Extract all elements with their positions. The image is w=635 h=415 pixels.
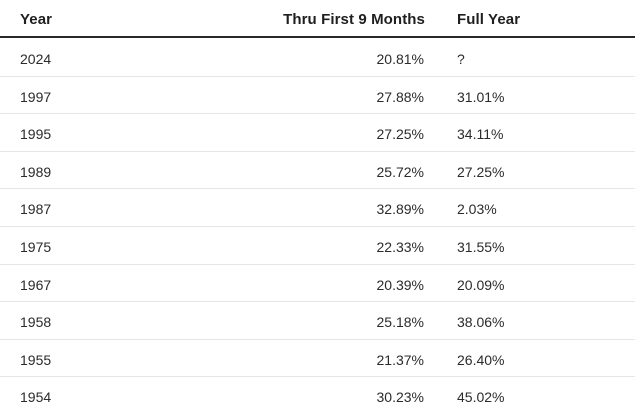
cell-year: 2024 bbox=[20, 51, 52, 67]
cell-full-year: 34.11% bbox=[457, 126, 504, 143]
cell-nine-months: 30.23% bbox=[376, 389, 424, 406]
table-row: 1954 30.23% 45.02% bbox=[0, 377, 635, 415]
cell-nine-months: 25.72% bbox=[376, 163, 424, 180]
cell-nine-months: 20.39% bbox=[376, 276, 424, 293]
cell-year: 1954 bbox=[20, 389, 52, 406]
cell-nine-months: 27.25% bbox=[376, 126, 424, 143]
cell-year: 1967 bbox=[20, 276, 52, 293]
cell-full-year: 2.03% bbox=[457, 201, 497, 218]
cell-full-year: 45.02% bbox=[457, 389, 505, 406]
table-row: 1975 22.33% 31.55% bbox=[0, 227, 635, 265]
table-row: 1997 27.88% 31.01% bbox=[0, 77, 635, 115]
table-row: 1958 25.18% 38.06% bbox=[0, 302, 635, 340]
header-full-year: Full Year bbox=[457, 11, 521, 28]
cell-year: 1989 bbox=[20, 163, 52, 180]
cell-full-year: 20.09% bbox=[457, 276, 505, 293]
table-body: 2024 20.81% ? 1997 27.88% 31.01% 1995 27… bbox=[0, 38, 635, 415]
table-row: 2024 20.81% ? bbox=[0, 39, 635, 77]
table-row: 1967 20.39% 20.09% bbox=[0, 265, 635, 303]
cell-full-year: 38.06% bbox=[457, 314, 505, 331]
table-row: 1995 27.25% 34.11% bbox=[0, 114, 635, 152]
cell-nine-months: 20.81% bbox=[376, 51, 424, 67]
table-row: 1987 32.89% 2.03% bbox=[0, 189, 635, 227]
cell-nine-months: 22.33% bbox=[376, 238, 424, 255]
cell-nine-months: 25.18% bbox=[376, 314, 424, 331]
cell-nine-months: 32.89% bbox=[376, 201, 424, 218]
cell-full-year: 31.55% bbox=[457, 238, 505, 255]
cell-year: 1997 bbox=[20, 88, 52, 105]
cell-year: 1987 bbox=[20, 201, 52, 218]
table-row: 1955 21.37% 26.40% bbox=[0, 340, 635, 378]
table-header: Year Thru First 9 Months Full Year bbox=[0, 0, 635, 38]
cell-nine-months: 21.37% bbox=[376, 351, 424, 368]
header-year: Year bbox=[20, 11, 53, 28]
cell-full-year: 26.40% bbox=[457, 351, 505, 368]
cell-year: 1975 bbox=[20, 238, 52, 255]
cell-full-year: 31.01% bbox=[457, 88, 505, 105]
cell-year: 1995 bbox=[20, 126, 52, 143]
cell-year: 1958 bbox=[20, 314, 52, 331]
cell-full-year: ? bbox=[457, 51, 465, 67]
table-row: 1989 25.72% 27.25% bbox=[0, 152, 635, 190]
cell-nine-months: 27.88% bbox=[376, 88, 424, 105]
cell-year: 1955 bbox=[20, 351, 52, 368]
header-nine-months: Thru First 9 Months bbox=[283, 11, 425, 28]
cell-full-year: 27.25% bbox=[457, 163, 505, 180]
